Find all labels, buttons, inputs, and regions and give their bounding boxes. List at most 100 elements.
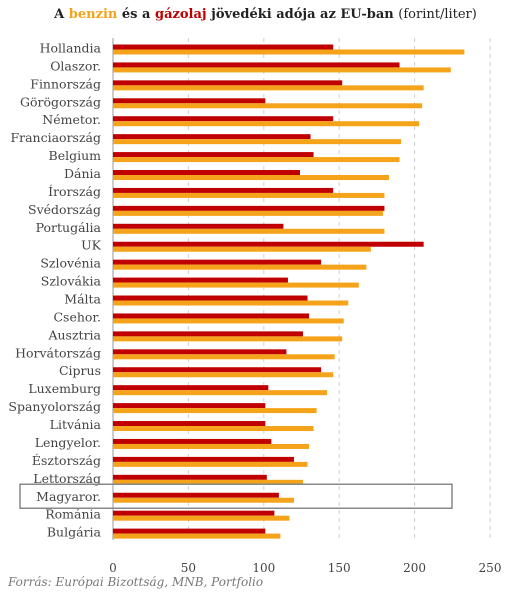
category-label: Luxemburg: [28, 381, 101, 396]
bar-gazolaj: [113, 80, 343, 86]
title-unit: (forint/liter): [398, 7, 477, 22]
bar-gazolaj: [113, 528, 266, 534]
title-gazolaj: gázolaj: [154, 7, 207, 22]
bar-benzin: [113, 372, 334, 378]
bar-gazolaj: [113, 331, 304, 337]
category-label: Szlovákia: [41, 274, 102, 289]
title-middle: és a: [121, 7, 151, 22]
bar-benzin: [113, 426, 314, 432]
bar-gazolaj: [113, 98, 266, 104]
bar-gazolaj: [113, 187, 334, 193]
bar-benzin: [113, 408, 317, 414]
category-label: Málta: [64, 292, 101, 307]
x-tick-label: 0: [109, 561, 117, 575]
category-label: Lengyelor.: [35, 435, 101, 450]
bar-gazolaj: [113, 152, 314, 158]
title-prefix: A: [54, 7, 65, 22]
bar-gazolaj: [113, 367, 322, 373]
bar-benzin: [113, 228, 385, 234]
x-tick-label: 200: [403, 561, 426, 575]
x-tick-label: 150: [328, 561, 351, 575]
bar-gazolaj: [113, 116, 334, 122]
bar-benzin: [113, 515, 290, 521]
category-label: Spanyolország: [8, 399, 101, 414]
bar-gazolaj: [113, 474, 267, 480]
category-label: Ausztria: [47, 327, 101, 342]
category-label: Észtország: [32, 453, 101, 468]
bar-gazolaj: [113, 134, 311, 140]
category-label: Dánia: [64, 166, 102, 181]
bar-gazolaj: [113, 492, 279, 498]
category-label: Franciaország: [10, 130, 101, 145]
category-label: UK: [81, 238, 102, 253]
x-tick-label: 100: [252, 561, 275, 575]
bar-benzin: [113, 533, 281, 539]
title-benzin: benzin: [68, 7, 118, 22]
bar-gazolaj: [113, 456, 294, 462]
bar-benzin: [113, 210, 383, 216]
bar-gazolaj: [113, 438, 272, 444]
bar-gazolaj: [113, 313, 310, 319]
bar-benzin: [113, 157, 400, 163]
category-label: Bulgária: [47, 525, 102, 540]
bar-gazolaj: [113, 44, 334, 50]
bar-gazolaj: [113, 277, 288, 283]
category-label: Románia: [45, 507, 101, 522]
bar-gazolaj: [113, 349, 287, 355]
category-label: Lettország: [33, 471, 101, 486]
bar-benzin: [113, 139, 402, 145]
bar-benzin: [113, 103, 423, 109]
bar-benzin: [113, 49, 465, 55]
category-label: Hollandia: [40, 41, 102, 56]
bar-benzin: [113, 497, 294, 503]
category-label: Ciprus: [59, 363, 101, 378]
bar-benzin: [113, 354, 335, 360]
category-label: Svédország: [28, 202, 101, 217]
title-rest: jövedéki adója az EU-ban: [211, 7, 394, 22]
category-label: Görögország: [20, 94, 101, 109]
chart-title: A benzin és a gázolaj jövedéki adója az …: [0, 7, 531, 22]
category-label: Szlovénia: [40, 256, 101, 271]
source-note: Forrás: Európai Bizottság, MNB, Portfoli…: [8, 575, 264, 589]
bar-gazolaj: [113, 295, 308, 301]
bars: [113, 44, 465, 539]
bar-benzin: [113, 300, 349, 306]
category-label: Magyaror.: [36, 489, 101, 504]
x-tick-label: 50: [181, 561, 196, 575]
bar-chart: Hollandia Olaszor. Finnország Görögország Né…: [8, 38, 501, 575]
bar-gazolaj: [113, 385, 269, 391]
category-label: Finnország: [30, 76, 101, 91]
highlight-box: [19, 483, 453, 509]
x-tick-label: 250: [479, 561, 502, 575]
bar-benzin: [113, 443, 310, 449]
bar-benzin: [113, 479, 304, 485]
bar-benzin: [113, 461, 308, 467]
bar-gazolaj: [113, 205, 385, 211]
bar-benzin: [113, 246, 371, 252]
bar-gazolaj: [113, 62, 400, 68]
category-label: Olaszor.: [50, 58, 101, 73]
bar-gazolaj: [113, 421, 266, 427]
bar-benzin: [113, 336, 343, 342]
category-label: Portugália: [36, 220, 102, 235]
bar-gazolaj: [113, 403, 266, 409]
bar-benzin: [113, 85, 424, 91]
category-label: Litvánia: [50, 417, 102, 432]
bar-benzin: [113, 192, 385, 198]
bar-gazolaj: [113, 241, 424, 247]
category-label: Csehor.: [53, 309, 101, 324]
category-label: Belgium: [49, 148, 102, 163]
category-labels: Hollandia Olaszor. Finnország Görögország Né…: [8, 41, 101, 540]
bar-gazolaj: [113, 170, 300, 176]
bar-benzin: [113, 121, 420, 127]
bar-benzin: [113, 264, 367, 270]
category-label: Németor.: [42, 112, 101, 127]
category-label: Horvátország: [15, 345, 101, 360]
bar-benzin: [113, 390, 328, 396]
bar-benzin: [113, 282, 359, 288]
bar-benzin: [113, 67, 451, 73]
bar-gazolaj: [113, 223, 284, 229]
bar-benzin: [113, 318, 344, 324]
bar-benzin: [113, 175, 389, 181]
x-tick-labels: 0 50 100 150 200 250: [109, 561, 501, 575]
